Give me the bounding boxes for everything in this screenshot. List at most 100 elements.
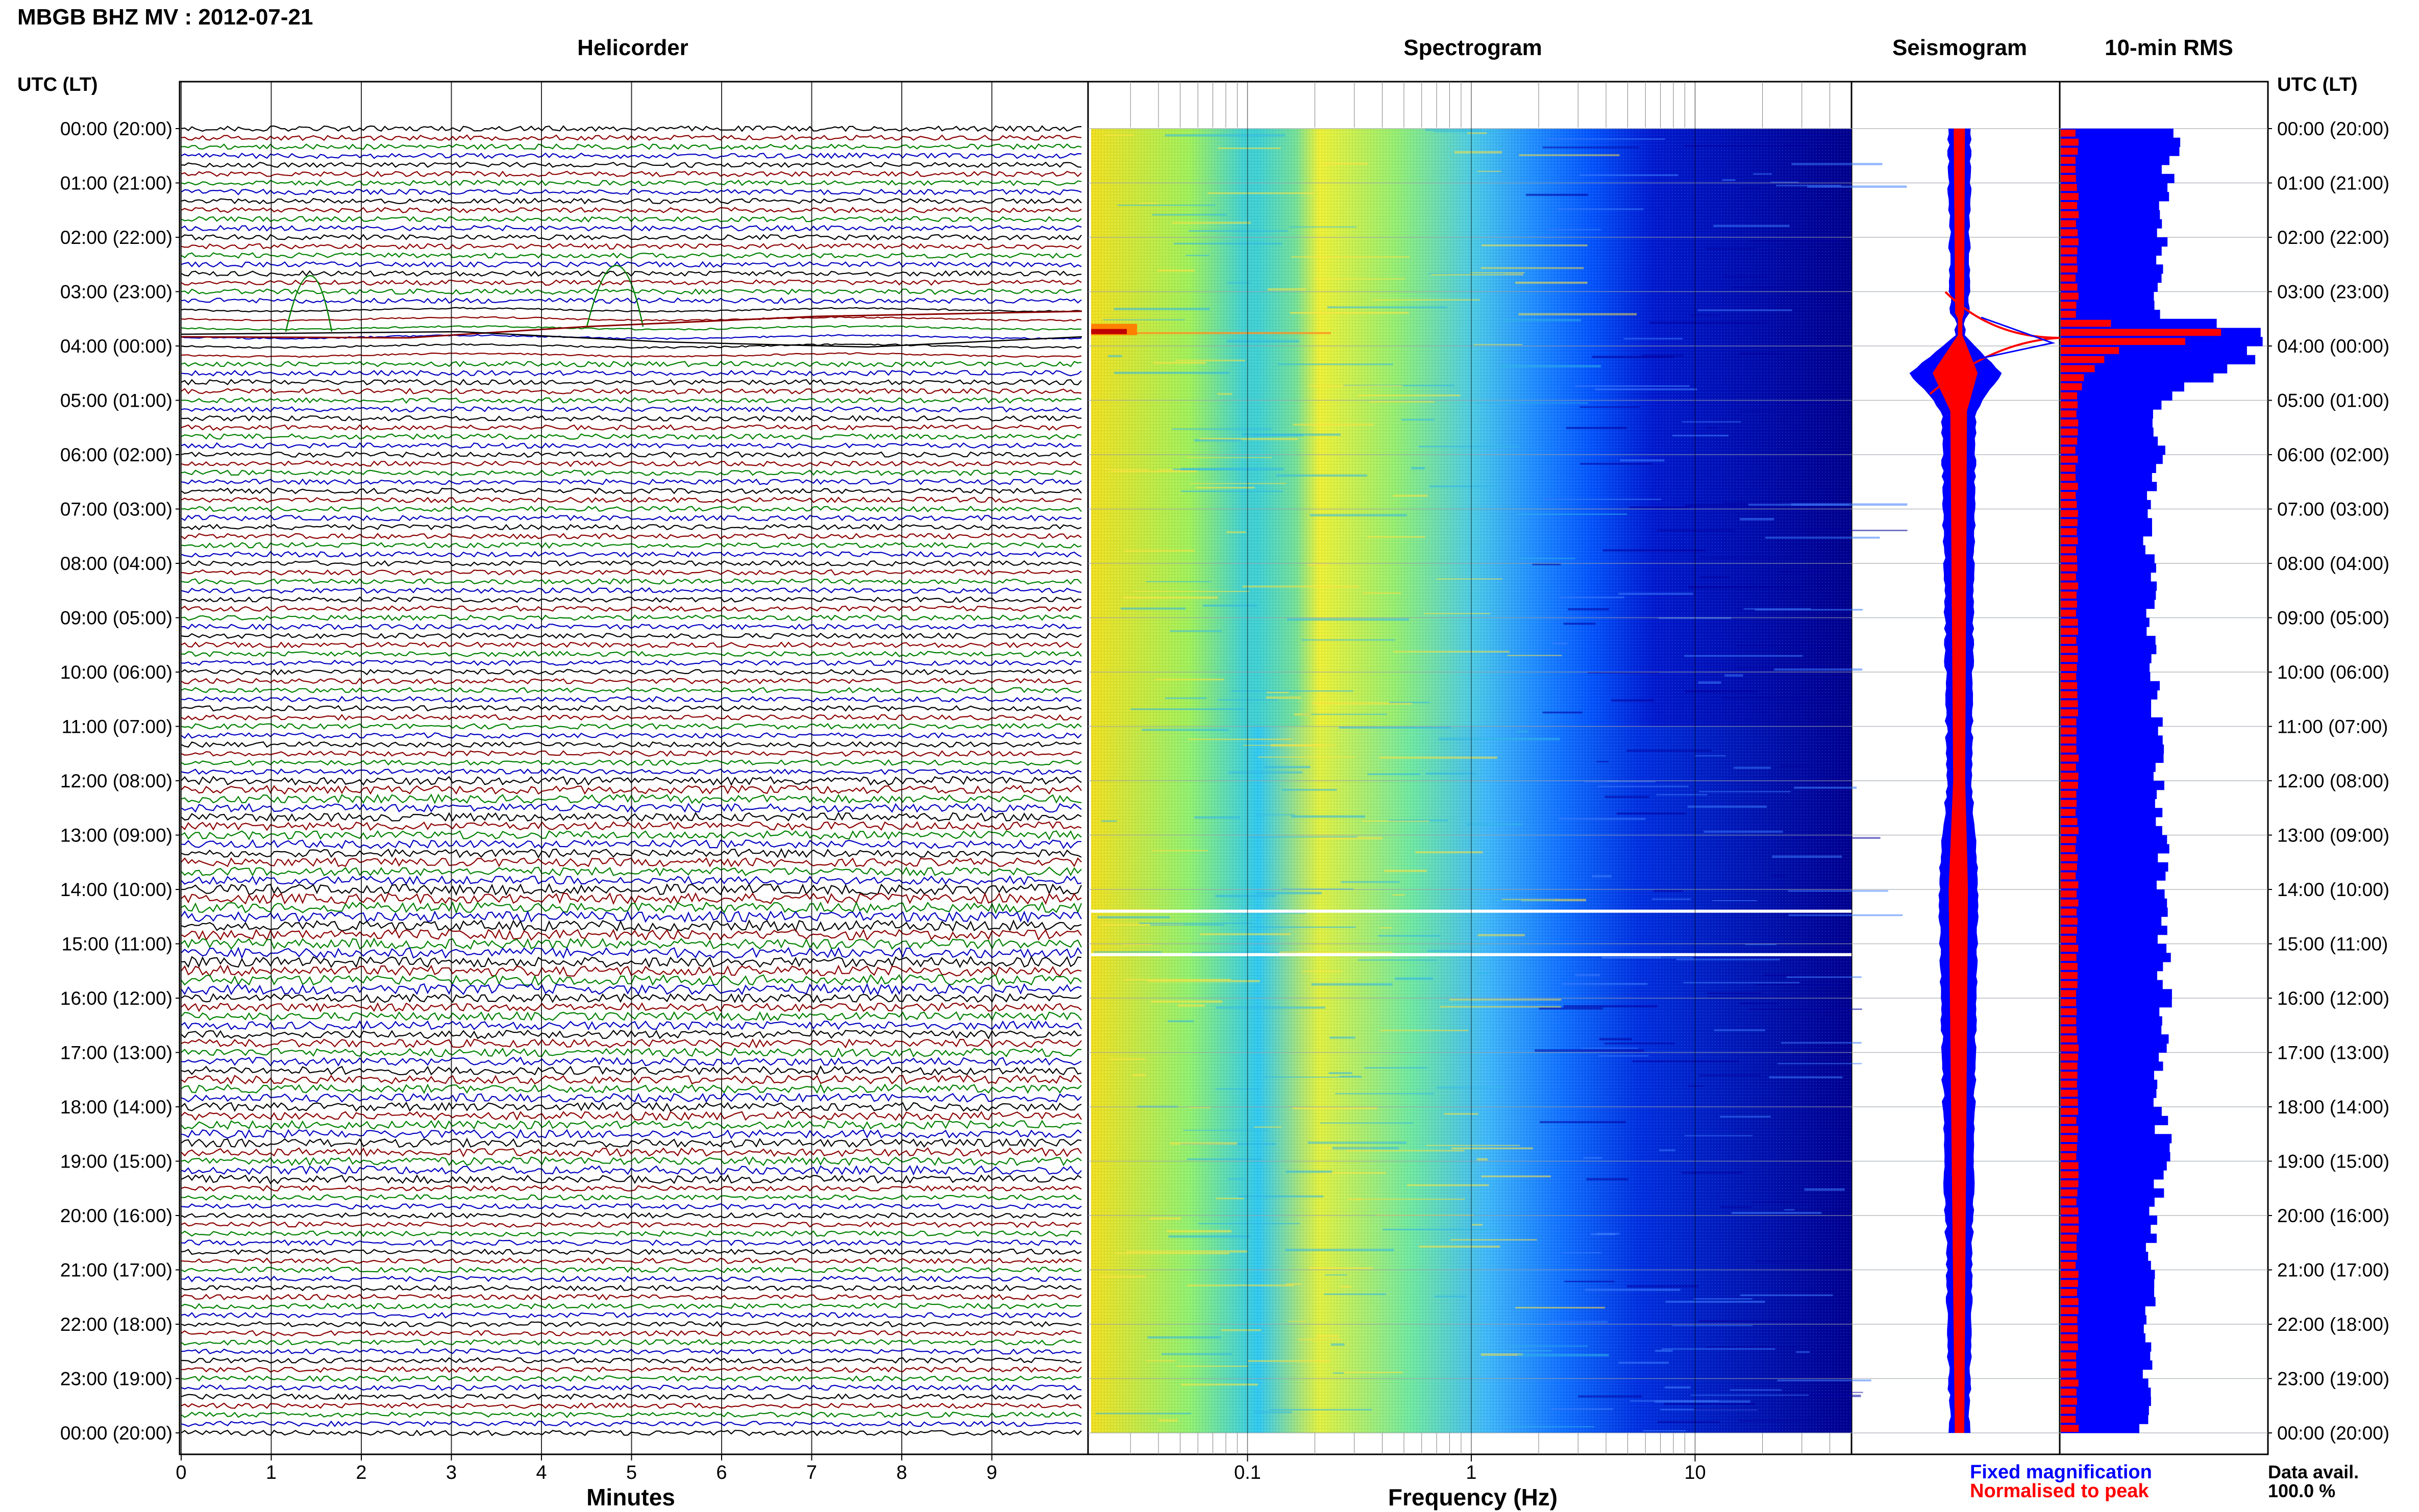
rms-fixed-bar xyxy=(2061,1161,2167,1171)
rms-normalised-bar xyxy=(2061,1406,2076,1414)
rms-fixed-bar xyxy=(2061,1315,2146,1325)
minute-tick-label: 1 xyxy=(266,1462,277,1483)
rms-normalised-bar xyxy=(2061,736,2077,743)
rms-normalised-bar xyxy=(2061,1099,2078,1106)
rms-normalised-bar xyxy=(2061,972,2078,979)
time-label-right: 00:00 (20:00) xyxy=(2277,118,2389,139)
rms-fixed-bar xyxy=(2061,129,2174,138)
rms-normalised-bar xyxy=(2061,483,2078,490)
rms-normalised-bar xyxy=(2061,1026,2077,1033)
rms-fixed-bar xyxy=(2061,455,2163,464)
rms-normalised-bar xyxy=(2061,1271,2079,1278)
rms-normalised-bar xyxy=(2061,618,2078,626)
rms-fixed-bar xyxy=(2061,563,2156,573)
spectrogram-event-tail xyxy=(1137,332,1331,334)
rms-fixed-bar xyxy=(2061,373,2214,383)
rms-fixed-bar xyxy=(2061,310,2160,319)
time-label-left: 09:00 (05:00) xyxy=(60,608,172,629)
rms-normalised-bar xyxy=(2061,437,2078,445)
minute-tick-label: 6 xyxy=(716,1462,727,1483)
rms-fixed-bar xyxy=(2061,137,2181,147)
rms-normalised-bar xyxy=(2061,899,2079,907)
rms-fixed-bar xyxy=(2061,789,2157,799)
rms-fixed-bar xyxy=(2061,980,2163,989)
rms-fixed-bar xyxy=(2061,1387,2151,1397)
rms-fixed-bar xyxy=(2061,880,2157,890)
rms-normalised-bar xyxy=(2061,1171,2079,1178)
rms-normalised-bar xyxy=(2061,229,2078,236)
rms-fixed-bar xyxy=(2061,1061,2163,1071)
rms-normalised-bar xyxy=(2061,157,2076,164)
rms-fixed-bar xyxy=(2061,934,2158,944)
rms-fixed-bar xyxy=(2061,1152,2170,1161)
time-label-right: 02:00 (22:00) xyxy=(2277,227,2389,248)
grid-lines xyxy=(181,82,2268,1454)
rms-fixed-bar xyxy=(2061,409,2153,419)
rms-fixed-bar xyxy=(2061,500,2151,509)
rms-fixed-bar xyxy=(2061,491,2148,501)
rms-fixed-bar xyxy=(2061,663,2150,673)
rms-normalised-bar xyxy=(2061,329,2221,336)
rms-fixed-bar xyxy=(2061,835,2167,845)
rms-normalised-bar xyxy=(2061,247,2078,255)
rms-normalised-bar xyxy=(2061,591,2077,599)
helicorder-panel xyxy=(179,81,1089,1455)
rms-fixed-bar xyxy=(2061,255,2157,265)
rms-normalised-bar xyxy=(2061,818,2078,825)
rms-fixed-bar xyxy=(2061,1098,2154,1107)
frequency-tick-label: 0.1 xyxy=(1234,1462,1261,1483)
time-label-right: 13:00 (09:00) xyxy=(2277,825,2389,846)
rms-fixed-bar xyxy=(2061,1043,2167,1053)
rms-normalised-bar xyxy=(2061,202,2078,209)
time-label-left: 23:00 (19:00) xyxy=(60,1369,172,1390)
rms-fixed-bar xyxy=(2061,1206,2150,1216)
rms-normalised-bar xyxy=(2061,166,2076,173)
time-labels: 00:00 (20:00) 00:00 (20:00) 01:00 (21:00) 0… xyxy=(60,118,2389,1444)
time-label-right: 09:00 (05:00) xyxy=(2277,608,2389,629)
rms-normalised-bar xyxy=(2061,1089,2078,1097)
rms-normalised-bar xyxy=(2061,428,2078,436)
rms-fixed-bar xyxy=(2061,1233,2157,1243)
rms-normalised-bar xyxy=(2061,401,2078,409)
rms-fixed-bar xyxy=(2061,1378,2149,1388)
rms-normalised-bar xyxy=(2061,1008,2077,1015)
rms-fixed-bar xyxy=(2061,889,2165,899)
rms-fixed-bar xyxy=(2061,1260,2151,1270)
rms-normalised-bar xyxy=(2061,935,2077,943)
rms-fixed-bar xyxy=(2061,799,2155,808)
rms-fixed-bar xyxy=(2061,463,2156,473)
rms-normalised-bar xyxy=(2061,981,2078,988)
rms-normalised-bar xyxy=(2061,292,2079,300)
rms-normalised-bar xyxy=(2061,782,2078,789)
rms-normalised-bar xyxy=(2061,283,2078,291)
rms-fixed-bar xyxy=(2061,518,2152,528)
rms-fixed-bar xyxy=(2061,726,2158,736)
rms-normalised-bar xyxy=(2061,419,2079,427)
rms-normalised-bar xyxy=(2061,220,2076,228)
rms-fixed-bar xyxy=(2061,146,2180,156)
rms-fixed-bar xyxy=(2061,201,2159,211)
helicorder-event-trace xyxy=(181,331,1082,348)
time-label-right: 19:00 (15:00) xyxy=(2277,1151,2389,1172)
rms-fixed-bar xyxy=(2061,192,2169,202)
rms-fixed-bar xyxy=(2061,536,2143,546)
rms-normalised-bar xyxy=(2061,1343,2078,1351)
rms-normalised-bar xyxy=(2061,1398,2077,1405)
rms-normalised-bar xyxy=(2061,1198,2077,1206)
minute-ticks: 0 1 2 3 4 5 6 7 8 9 xyxy=(176,1454,997,1483)
rms-fixed-bar xyxy=(2061,482,2157,491)
rms-normalised-bar xyxy=(2061,945,2079,952)
rms-fixed-bar xyxy=(2061,1116,2168,1125)
spectrogram-streak xyxy=(1799,530,1908,531)
helicorder-event-trace xyxy=(181,310,1082,339)
rms-normalised-bar xyxy=(2061,1325,2078,1332)
rms-normalised-bar xyxy=(2061,609,2076,617)
time-label-right: 22:00 (18:00) xyxy=(2277,1314,2389,1335)
rms-fixed-bar xyxy=(2061,210,2160,219)
rms-normalised-bar xyxy=(2061,1298,2079,1305)
rms-fixed-bar xyxy=(2061,1170,2164,1180)
rms-normalised-bar xyxy=(2061,546,2077,554)
rms-normalised-bar xyxy=(2061,1180,2079,1187)
rms-normalised-bar xyxy=(2061,555,2077,562)
